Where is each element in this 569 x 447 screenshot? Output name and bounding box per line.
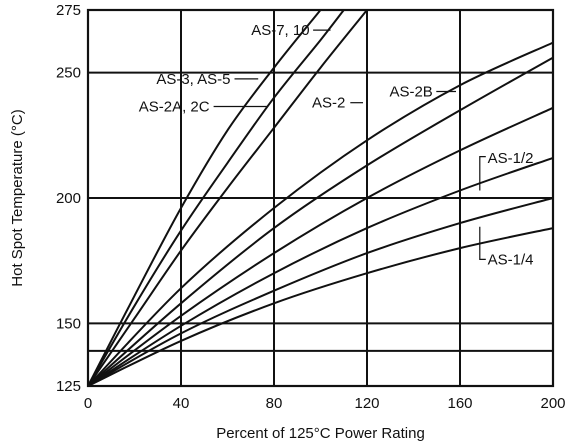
y-tick-label: 150 — [56, 315, 81, 332]
label-leader-line — [479, 226, 486, 260]
series-curves — [87, 9, 554, 387]
x-axis-title: Percent of 125°C Power Rating — [216, 425, 425, 442]
series-curve — [87, 156, 554, 387]
y-tick-label: 275 — [56, 2, 81, 19]
y-tick-label: 125 — [56, 378, 81, 395]
y-tick-label: 200 — [56, 190, 81, 207]
x-tick-label: 200 — [540, 395, 565, 412]
series-label: AS-2 — [312, 95, 345, 112]
series-curve — [87, 56, 554, 387]
y-axis-title: Hot Spot Temperature (°C) — [9, 109, 26, 286]
series-label: AS-7, 10 — [251, 22, 309, 39]
series-label: AS-1/2 — [488, 150, 534, 167]
x-tick-label: 80 — [266, 395, 283, 412]
x-tick-label: 0 — [84, 395, 92, 412]
series-label: AS-3, AS-5 — [156, 71, 230, 88]
series-curve — [87, 227, 554, 387]
plot-frame — [86, 8, 555, 388]
series-labels: AS-7, 10 AS-3, AS-5 AS-2A, 2C AS-2 AS-2B AS-1… — [139, 22, 534, 268]
x-tick-label: 40 — [173, 395, 190, 412]
series-curve — [87, 9, 368, 387]
label-leader-line — [479, 156, 486, 191]
y-tick-label: 250 — [56, 65, 81, 82]
series-curve — [87, 41, 554, 387]
x-tick-label: 120 — [354, 395, 379, 412]
series-label: AS-1/4 — [488, 251, 534, 268]
series-curve — [87, 9, 322, 387]
x-tick-label: 160 — [447, 395, 472, 412]
series-curve — [87, 197, 554, 387]
series-label: AS-2B — [389, 83, 432, 100]
label-leaders — [213, 29, 486, 260]
series-label: AS-2A, 2C — [139, 99, 210, 116]
tick-labels: 0 40 80 120 160 200 125 150 200 250 275 — [56, 2, 566, 412]
series-curve — [87, 106, 554, 387]
series-curve — [87, 9, 345, 387]
